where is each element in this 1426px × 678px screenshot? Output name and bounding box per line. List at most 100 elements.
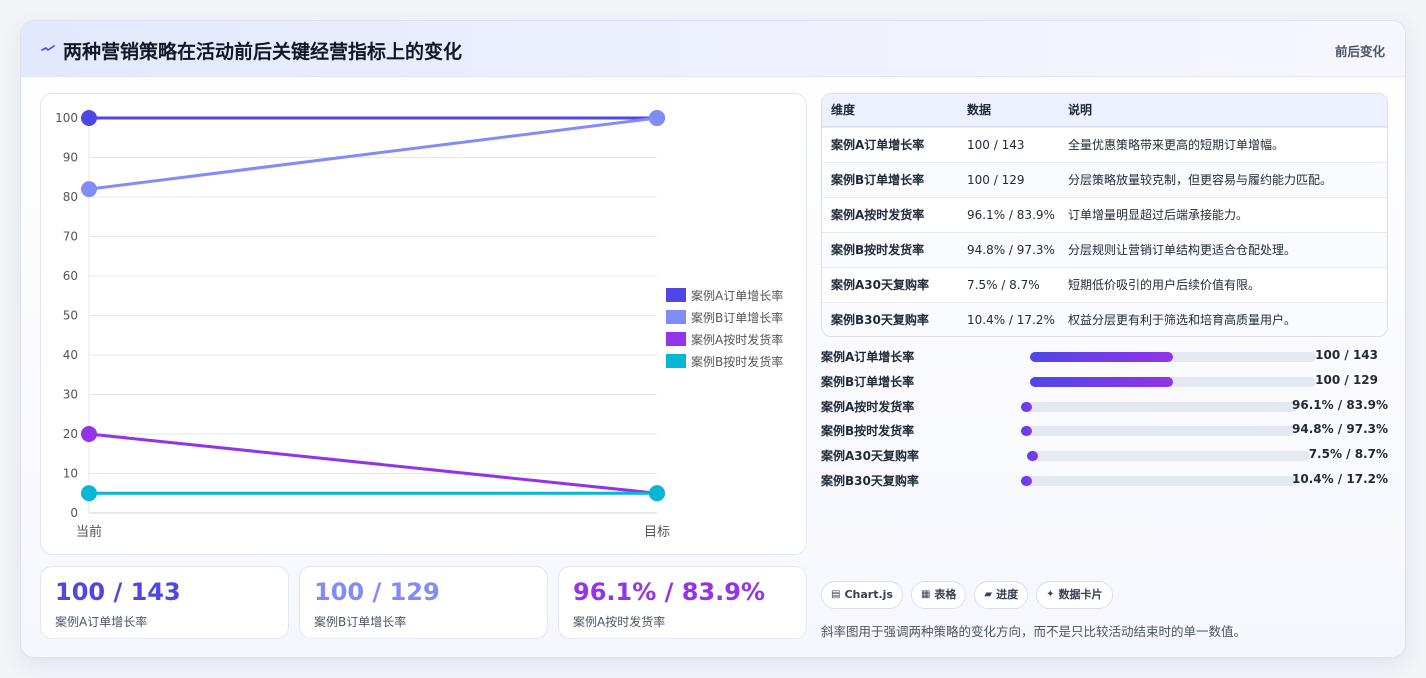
header-tag: 前后变化 bbox=[1334, 44, 1385, 59]
table-row: 案例A按时发货率 96.1% / 83.9% 订单增量明显超过后端承接能力。 bbox=[822, 197, 1387, 232]
progress-label: 案例A订单增长率 bbox=[821, 350, 915, 364]
table-header: 维度 数据 说明 bbox=[822, 94, 1387, 127]
progress-track bbox=[1021, 426, 1295, 437]
chip-label: 表格 bbox=[934, 588, 957, 601]
chart-legend: 案例A订单增长率 案例B订单增长率案例A按时发货率 案例B按时发货率 bbox=[666, 284, 783, 372]
dashboard-card: 两种营销策略在活动前后关键经营指标上的变化 前后变化 0 10 20 30 40 50 60… bbox=[20, 20, 1406, 658]
y-tick-label: 50 bbox=[63, 309, 78, 323]
table-row: 案例A30天复购率 7.5% / 8.7% 短期低价吸引的用户后续价值有限。 bbox=[822, 267, 1387, 302]
progress-row: 案例A订单增长率 100 / 143 bbox=[821, 346, 1388, 366]
progress-label: 案例A30天复购率 bbox=[821, 449, 919, 464]
tech-chips: ▤ Chart.js ▦ 表格 ▰ 进度 ✦ 数据卡片 bbox=[821, 581, 1121, 609]
chart-svg: 0 10 20 30 40 50 60 70 80 90 100 当前 目标 bbox=[55, 110, 670, 540]
legend-item[interactable]: 案例A订单增长率 bbox=[666, 284, 783, 306]
y-tick-label: 30 bbox=[63, 388, 78, 402]
chart-footnote: 斜率图用于强调两种策略的变化方向，而不是只比较活动结束时的单一数值。 bbox=[821, 624, 1247, 639]
data-point bbox=[81, 426, 97, 442]
data-table: 维度 数据 说明 案例A订单增长率 100 / 143 全量优惠策略带来更高的短… bbox=[821, 93, 1388, 337]
series-line bbox=[88, 116, 658, 191]
kpi-value: 96.1% / 83.9% bbox=[573, 578, 765, 606]
progress-track bbox=[1021, 476, 1298, 486]
table-cell: 100 / 129 bbox=[967, 173, 1025, 187]
x-tick-label: 当前 bbox=[76, 524, 102, 540]
table-cell: 10.4% / 17.2% bbox=[967, 313, 1055, 327]
chip-sparkle[interactable]: ✦ 数据卡片 bbox=[1036, 581, 1113, 609]
legend-label: 案例A订单增长率 bbox=[691, 288, 784, 303]
table-cell: 全量优惠策略带来更高的短期订单增幅。 bbox=[1068, 138, 1285, 152]
table-row: 案例A订单增长率 100 / 143 全量优惠策略带来更高的短期订单增幅。 bbox=[822, 127, 1387, 162]
legend-swatch bbox=[666, 310, 686, 324]
progress-value: 7.5% / 8.7% bbox=[1308, 447, 1388, 462]
series-line bbox=[88, 432, 658, 495]
table-cell: 7.5% / 8.7% bbox=[967, 278, 1040, 292]
chip-label: Chart.js bbox=[844, 588, 893, 601]
progress-label: 案例B30天复购率 bbox=[821, 474, 919, 488]
legend-item[interactable]: 案例A按时发货率 bbox=[666, 328, 783, 350]
table-row: 案例B30天复购率 10.4% / 17.2% 权益分层更有利于筛选和培育高质量… bbox=[822, 302, 1387, 336]
progress-value: 100 / 143 bbox=[1315, 348, 1378, 362]
kpi-label: 案例A订单增长率 bbox=[55, 615, 148, 629]
kpi-label: 案例A按时发货率 bbox=[573, 615, 666, 629]
y-tick-label: 100 bbox=[55, 111, 78, 125]
legend-swatch bbox=[666, 288, 686, 302]
table-cell: 案例B按时发货率 bbox=[831, 243, 925, 257]
legend-swatch bbox=[666, 332, 686, 346]
table-cell: 案例B30天复购率 bbox=[831, 313, 929, 327]
y-tick-label: 60 bbox=[63, 269, 78, 283]
table-cell: 案例A订单增长率 bbox=[831, 138, 925, 152]
table-icon: ▦ bbox=[920, 589, 931, 600]
data-point bbox=[649, 485, 665, 502]
progress-value: 100 / 129 bbox=[1315, 372, 1378, 387]
y-tick-label: 90 bbox=[63, 151, 78, 165]
x-tick-label: 目标 bbox=[644, 525, 670, 540]
y-tick-label: 40 bbox=[63, 348, 78, 362]
table-header-cell: 说明 bbox=[1068, 103, 1093, 117]
kpi-card-b-order: 100 / 129 案例B订单增长率 bbox=[299, 566, 548, 639]
progress-icon: ▰ bbox=[984, 589, 993, 600]
legend-item[interactable]: 案例B订单增长率 bbox=[666, 306, 783, 328]
sparkle-icon: ✦ bbox=[1046, 589, 1055, 600]
progress-row: 案例B按时发货率 94.8% / 97.3% bbox=[821, 420, 1388, 440]
chip-progress[interactable]: ▰ 进度 bbox=[974, 581, 1029, 609]
y-tick-label: 10 bbox=[63, 467, 78, 481]
chip-label: 进度 bbox=[996, 588, 1019, 601]
progress-label: 案例A按时发货率 bbox=[821, 399, 915, 414]
progress-fill bbox=[1021, 476, 1033, 486]
table-cell: 案例A30天复购率 bbox=[831, 278, 929, 292]
card-header: 两种营销策略在活动前后关键经营指标上的变化 前后变化 bbox=[21, 21, 1405, 77]
table-cell: 案例A按时发货率 bbox=[831, 208, 925, 222]
chart-icon: ▤ bbox=[831, 589, 841, 600]
table-cell: 案例B订单增长率 bbox=[831, 173, 925, 187]
table-cell: 权益分层更有利于筛选和培育高质量用户。 bbox=[1068, 313, 1297, 327]
data-point bbox=[81, 110, 97, 126]
table-cell: 100 / 143 bbox=[967, 138, 1025, 152]
y-tick-label: 20 bbox=[63, 427, 78, 441]
table-row: 案例B按时发货率 94.8% / 97.3% 分层规则让营销订单结构更适合仓配处… bbox=[822, 232, 1387, 267]
data-point bbox=[81, 181, 97, 198]
y-tick-label: 80 bbox=[63, 190, 78, 204]
progress-fill bbox=[1021, 426, 1032, 437]
kpi-card-a-ship: 96.1% / 83.9% 案例A按时发货率 bbox=[558, 566, 807, 639]
table-header-cell: 数据 bbox=[967, 103, 992, 117]
page-title: 两种营销策略在活动前后关键经营指标上的变化 bbox=[63, 41, 463, 63]
chip-table[interactable]: ▦ 表格 bbox=[910, 581, 967, 609]
progress-track bbox=[1030, 352, 1316, 362]
data-point bbox=[649, 110, 665, 126]
table-header-cell: 维度 bbox=[831, 103, 856, 117]
progress-fill bbox=[1030, 376, 1173, 387]
legend-item[interactable]: 案例B按时发货率 bbox=[666, 350, 783, 372]
progress-value: 94.8% / 97.3% bbox=[1292, 422, 1388, 437]
progress-fill bbox=[1021, 401, 1033, 412]
chip-chart[interactable]: ▤ Chart.js bbox=[821, 581, 903, 609]
chip-label: 数据卡片 bbox=[1058, 588, 1103, 601]
y-tick-label: 0 bbox=[70, 506, 78, 520]
kpi-label: 案例B订单增长率 bbox=[314, 615, 407, 629]
slope-chart: 0 10 20 30 40 50 60 70 80 90 100 当前 目标 案例A订单增长率 案例B订单… bbox=[40, 93, 807, 555]
legend-swatch bbox=[666, 354, 686, 368]
progress-track bbox=[1030, 376, 1316, 387]
table-cell: 分层规则让营销订单结构更适合仓配处理。 bbox=[1068, 243, 1297, 257]
sparkle-line-icon bbox=[41, 45, 55, 52]
progress-track bbox=[1027, 451, 1310, 462]
legend-label: 案例B订单增长率 bbox=[691, 310, 784, 325]
progress-value: 10.4% / 17.2% bbox=[1292, 472, 1388, 486]
